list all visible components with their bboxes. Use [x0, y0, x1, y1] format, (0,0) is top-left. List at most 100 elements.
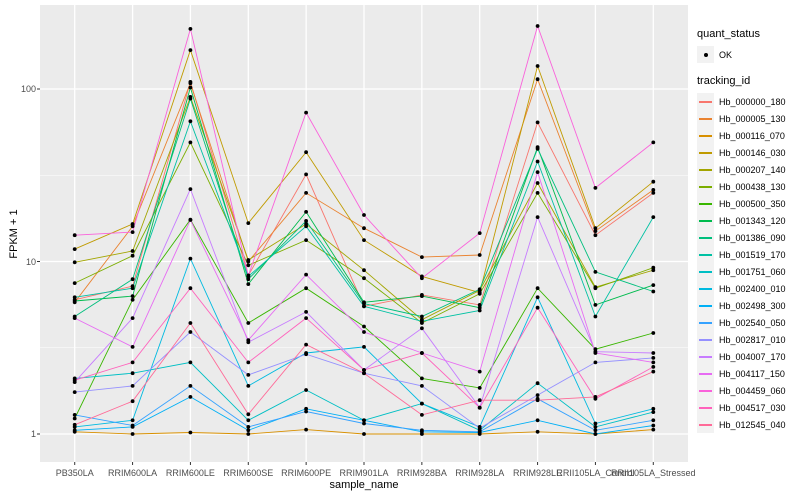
- legend-key-swatch: [697, 246, 714, 263]
- series-line-icon: [699, 321, 712, 324]
- data-point: [188, 430, 193, 435]
- data-point: [304, 210, 308, 214]
- data-point: [188, 187, 193, 192]
- data-point: [477, 308, 482, 313]
- data-point: [246, 428, 251, 433]
- data-point: [477, 291, 482, 296]
- legend-key-swatch: [697, 280, 714, 297]
- data-point: [593, 314, 598, 319]
- data-point: [651, 191, 656, 195]
- data-point: [72, 295, 77, 300]
- legend-entry: Hb_001343_120: [697, 212, 797, 229]
- series-line-icon: [699, 117, 712, 120]
- data-point: [477, 305, 482, 310]
- data-point: [130, 423, 135, 428]
- legend-entry: Hb_000438_130: [697, 178, 797, 195]
- legend-entry-label: Hb_004117_150: [719, 368, 785, 379]
- data-point: [420, 413, 424, 417]
- y-axis-title: FPKM + 1: [8, 209, 20, 259]
- legend-key-swatch: [697, 399, 714, 416]
- data-point: [651, 427, 656, 432]
- legend-entry: Hb_000500_350: [697, 195, 797, 212]
- data-point: [130, 277, 135, 282]
- legend-entry-label: Hb_004517_030: [719, 402, 786, 413]
- data-point: [304, 110, 308, 115]
- data-point: [593, 286, 598, 291]
- legend-key-swatch: [697, 331, 714, 348]
- data-point: [130, 316, 135, 320]
- data-point: [420, 351, 424, 355]
- data-point: [651, 360, 656, 365]
- legend-entry: Hb_001519_170: [697, 246, 797, 263]
- data-point: [651, 351, 656, 355]
- legend: quant_status OK tracking_id Hb_000000_18…: [697, 28, 797, 433]
- data-point: [420, 255, 424, 259]
- legend-entry: Hb_000146_030: [697, 144, 797, 161]
- data-point: [651, 410, 656, 414]
- x-tick-label: RRIM600LA: [108, 468, 158, 478]
- data-point: [535, 120, 540, 125]
- data-point: [188, 321, 193, 325]
- legend-entry: Hb_004459_060: [697, 382, 797, 399]
- data-point: [246, 425, 251, 429]
- data-point: [535, 398, 540, 403]
- legend-entry: Hb_004007_170: [697, 348, 797, 365]
- data-point: [188, 218, 193, 222]
- data-point: [188, 384, 193, 388]
- series-line-icon: [699, 270, 712, 273]
- data-point: [477, 386, 482, 390]
- data-point: [535, 286, 540, 291]
- legend-entry-label: Hb_000146_030: [719, 147, 786, 158]
- data-point: [651, 188, 656, 192]
- data-point: [420, 384, 424, 388]
- series-line-icon: [699, 287, 712, 290]
- data-point: [420, 314, 424, 319]
- legend-entry-label: Hb_000500_350: [719, 198, 786, 209]
- data-point: [130, 371, 135, 376]
- data-point: [72, 378, 77, 383]
- data-point: [593, 233, 598, 238]
- legend-entry-label: Hb_000000_180: [719, 96, 786, 107]
- legend-entry: Hb_000207_140: [697, 161, 797, 178]
- series-line-icon: [699, 219, 712, 222]
- data-point: [304, 150, 308, 155]
- data-point: [304, 219, 308, 223]
- x-tick-label: RRIM928LE: [513, 468, 563, 478]
- legend-entry: Hb_001751_060: [697, 263, 797, 280]
- data-point: [188, 360, 193, 365]
- legend-quant-status-title: quant_status: [697, 28, 760, 40]
- data-point: [246, 321, 251, 325]
- series-line-icon: [699, 185, 712, 188]
- series-line-icon: [699, 338, 712, 341]
- data-point: [246, 277, 251, 282]
- legend-entry: Hb_002498_300: [697, 297, 797, 314]
- data-point: [651, 365, 656, 369]
- legend-key-swatch: [697, 161, 714, 178]
- data-point: [593, 360, 598, 365]
- data-point: [130, 418, 135, 423]
- legend-key-swatch: [697, 144, 714, 161]
- data-point: [246, 418, 251, 423]
- data-point: [593, 395, 598, 399]
- legend-key-swatch: [697, 382, 714, 399]
- data-point: [72, 316, 77, 320]
- legend-entry-label: Hb_001751_060: [719, 266, 786, 277]
- legend-entry-label: Hb_002540_050: [719, 317, 786, 328]
- data-point: [130, 297, 135, 302]
- data-point: [362, 345, 366, 349]
- legend-key-swatch: [697, 314, 714, 331]
- data-point: [246, 338, 251, 342]
- data-point: [362, 268, 366, 273]
- data-point: [362, 276, 366, 281]
- data-point: [188, 119, 193, 124]
- data-point: [420, 326, 424, 331]
- data-point: [651, 179, 656, 184]
- data-point: [362, 368, 366, 372]
- data-point: [72, 413, 77, 417]
- data-point: [477, 429, 482, 434]
- data-point: [593, 226, 598, 231]
- legend-entry-label: Hb_000438_130: [719, 181, 786, 192]
- x-tick-label: RRIM600PE: [281, 468, 332, 478]
- data-point: [420, 319, 424, 324]
- series-line-icon: [699, 406, 712, 409]
